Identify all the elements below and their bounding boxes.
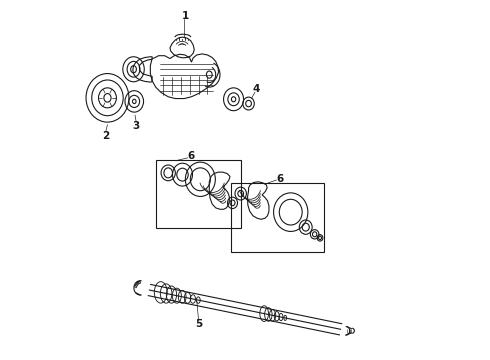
Text: 2: 2 [102, 131, 109, 141]
Text: 6: 6 [188, 152, 195, 161]
Text: 6: 6 [276, 174, 284, 184]
Text: 4: 4 [252, 84, 259, 94]
Text: 3: 3 [132, 121, 140, 131]
Text: 1: 1 [182, 11, 189, 21]
Text: 5: 5 [195, 319, 202, 329]
